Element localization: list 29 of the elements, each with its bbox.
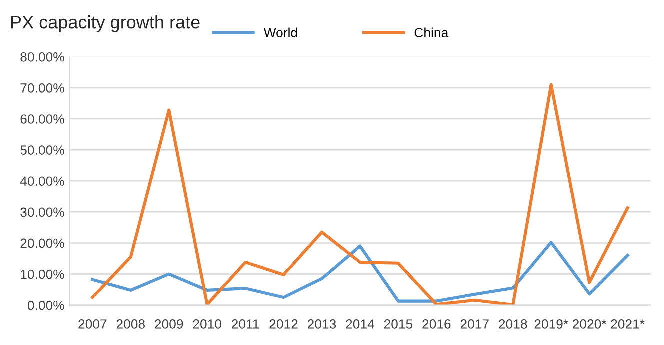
y-tick-label: 50.00% <box>20 146 64 155</box>
x-tick-label: 2012 <box>270 320 298 329</box>
y-tick-label: 0.00% <box>28 300 64 310</box>
x-tick-label: 2019* <box>534 320 568 329</box>
x-tick-label: 2016 <box>422 320 451 329</box>
line-series <box>91 241 630 303</box>
x-tick-label: 2010 <box>193 320 222 329</box>
y-tick-label: 10.00% <box>21 270 64 280</box>
x-tick-label: 2009 <box>155 320 184 329</box>
y-tick-label: 80.00% <box>20 52 64 62</box>
legend-label: China <box>414 28 449 38</box>
x-tick-label: 2020* <box>572 320 607 329</box>
x-tick-label: 2007 <box>78 320 107 329</box>
x-tick-label: 2021* <box>611 320 645 329</box>
chart-title: PX capacity growth rate <box>11 16 200 32</box>
legend-label: World <box>264 28 298 38</box>
x-tick-label: 2017 <box>460 320 489 329</box>
y-tick-label: 30.00% <box>20 208 64 218</box>
x-tick-label: 2018 <box>499 320 528 329</box>
y-tick-label: 70.00% <box>20 84 64 93</box>
y-tick-label: 40.00% <box>20 176 64 186</box>
x-tick-label: 2008 <box>116 320 145 329</box>
x-tick-label: 2014 <box>346 320 375 329</box>
line-series <box>91 83 630 306</box>
y-tick-label: 20.00% <box>20 238 64 248</box>
x-tick-label: 2013 <box>308 320 336 329</box>
x-tick-label: 2011 <box>232 320 260 329</box>
x-tick-label: 2015 <box>384 320 413 329</box>
y-tick-label: 60.00% <box>20 114 64 124</box>
